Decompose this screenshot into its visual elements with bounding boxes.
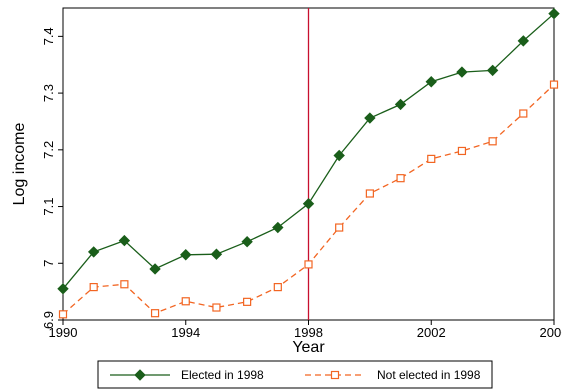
data-point xyxy=(333,149,345,162)
x-axis-label: Year xyxy=(292,339,325,356)
series-elected xyxy=(57,7,560,295)
data-point xyxy=(394,98,407,111)
y-tick-label: 7.1 xyxy=(41,198,56,216)
data-point xyxy=(149,263,161,275)
data-point xyxy=(89,282,98,292)
data-point xyxy=(272,221,284,234)
data-point xyxy=(457,146,467,156)
data-point xyxy=(519,109,528,118)
data-point xyxy=(181,297,190,306)
data-point xyxy=(488,137,497,146)
x-tick-label: 1990 xyxy=(49,325,78,340)
data-point xyxy=(549,80,559,89)
y-axis-label: Log income xyxy=(11,123,28,206)
data-point xyxy=(180,249,192,261)
data-point xyxy=(302,198,315,210)
legend-label-not-elected: Not elected in 1998 xyxy=(377,368,481,382)
x-tick-label: 2002 xyxy=(417,325,446,340)
data-point xyxy=(304,260,313,269)
data-point xyxy=(120,280,129,289)
x-tick-label: 1998 xyxy=(294,325,323,340)
data-point xyxy=(273,282,282,292)
data-point xyxy=(517,35,530,47)
data-point xyxy=(210,248,223,260)
data-point xyxy=(118,234,131,247)
data-point xyxy=(427,154,436,163)
data-point xyxy=(241,236,253,248)
data-point xyxy=(335,223,344,232)
data-point xyxy=(456,66,468,78)
legend-marker-not-elected xyxy=(330,370,340,380)
legend: Elected in 1998 Not elected in 1998 xyxy=(97,360,493,389)
data-point xyxy=(365,189,374,198)
data-point xyxy=(396,174,405,183)
legend-marker-elected xyxy=(134,369,146,381)
y-tick-label: 7 xyxy=(41,260,56,267)
data-point xyxy=(150,309,160,318)
legend-label-elected: Elected in 1998 xyxy=(181,368,264,382)
data-point xyxy=(57,283,69,295)
data-point xyxy=(425,76,437,88)
x-tick-label: 1994 xyxy=(171,325,200,340)
y-tick-label: 7.2 xyxy=(41,141,56,159)
data-point xyxy=(364,112,376,124)
data-point xyxy=(212,303,221,312)
data-point xyxy=(87,246,100,258)
y-tick-label: 6.9 xyxy=(41,311,56,329)
y-tick-label: 7.3 xyxy=(41,84,56,102)
data-point xyxy=(486,64,499,77)
data-point xyxy=(58,310,68,319)
series-not-elected xyxy=(58,80,559,319)
data-point xyxy=(548,7,560,20)
data-point xyxy=(243,297,252,306)
y-tick-label: 7.4 xyxy=(41,27,56,45)
